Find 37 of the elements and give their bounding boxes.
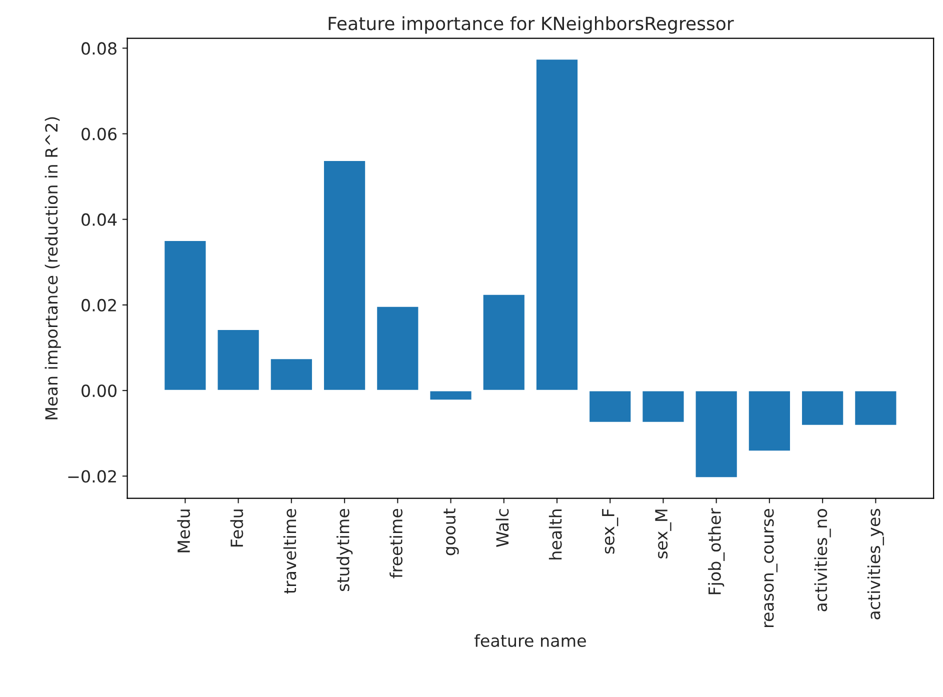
x-tick-label: reason_course xyxy=(764,508,778,627)
chart-title: Feature importance for KNeighborsRegressor xyxy=(328,16,734,34)
bar xyxy=(748,390,792,452)
bar xyxy=(694,390,738,479)
y-tick-label: 0.08 xyxy=(82,42,116,55)
bar xyxy=(854,390,898,426)
y-tick-label: 0.04 xyxy=(82,213,117,226)
x-tick-label: activities_no xyxy=(814,508,831,612)
x-tick-label: Medu xyxy=(177,510,190,552)
x-tick-label: sex_F xyxy=(602,509,618,554)
y-axis-title: Mean importance (reduction in R^2) xyxy=(44,117,61,420)
bar xyxy=(376,306,420,392)
bar xyxy=(163,240,208,392)
bar xyxy=(482,294,526,392)
x-tick-label: studytime xyxy=(336,508,353,592)
x-tick-label: traveltime xyxy=(283,508,296,594)
x-tick-label: Fjob_other xyxy=(708,508,725,594)
y-tick-label: 0.02 xyxy=(82,298,116,312)
bar xyxy=(641,390,686,424)
x-axis-title: feature name xyxy=(474,634,586,647)
x-tick-label: goout xyxy=(444,508,459,556)
x-tick-label: Fedu xyxy=(230,510,244,547)
x-tick-label: freetime xyxy=(390,508,402,578)
y-tick-label: −0.02 xyxy=(68,470,116,483)
x-tick-label: health xyxy=(548,509,562,560)
bar xyxy=(428,390,473,402)
bar xyxy=(269,358,314,392)
x-tick-label: sex_M xyxy=(655,510,672,558)
bar xyxy=(535,58,579,392)
bar xyxy=(322,160,366,392)
bar xyxy=(216,328,260,392)
text: 0.00 xyxy=(82,384,116,398)
x-tick-label: Walc xyxy=(496,509,509,547)
bar xyxy=(800,390,845,426)
bar xyxy=(588,390,632,424)
x-tick-label: activities_yes xyxy=(867,508,884,620)
y-tick-label: 0.06 xyxy=(82,128,117,140)
